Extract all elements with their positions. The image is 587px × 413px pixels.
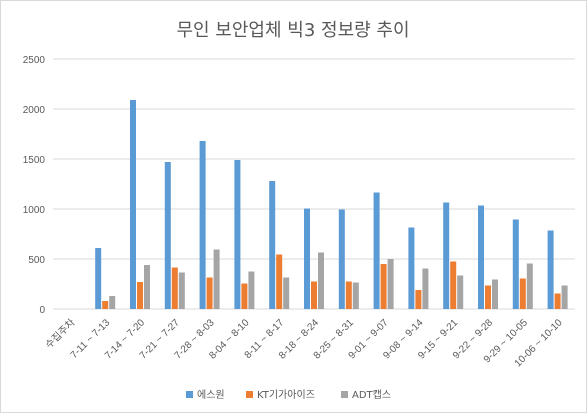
legend-swatch-1 (186, 391, 193, 398)
bar-series-1 (443, 202, 450, 309)
bar-series-1 (130, 100, 136, 309)
bar-series-3 (526, 263, 533, 309)
bar-series-3 (144, 265, 150, 309)
legend-label-2: KT기가아이즈 (257, 389, 315, 401)
y-tick-label: 2500 (23, 55, 46, 66)
bar-series-1 (408, 227, 415, 309)
bar-series-2 (311, 281, 317, 309)
bar-series-3 (457, 275, 464, 309)
bar-series-2 (102, 301, 109, 309)
bar-series-1 (269, 181, 276, 309)
legend-swatch-2 (246, 391, 253, 398)
legend: 에스원 KT기가아이즈 ADT캡스 (186, 389, 391, 401)
bar-series-3 (561, 285, 568, 309)
bar-series-1 (199, 141, 206, 309)
bar-series-1 (478, 205, 484, 309)
bar-series-2 (380, 264, 387, 309)
bar-series-3 (352, 282, 359, 309)
y-axis: 0 500 1000 1500 2000 2500 (23, 55, 46, 316)
bar-series-3 (422, 268, 429, 309)
legend-label-3: ADT캡스 (352, 389, 391, 401)
bar-series-3 (492, 279, 498, 309)
x-tick-label: 수집주차 (43, 317, 78, 352)
chart-title: 무인 보안업체 빅3 정보량 추이 (176, 20, 409, 41)
bar-series-1 (164, 162, 171, 309)
bar-series-2 (206, 277, 213, 309)
y-tick-label: 0 (39, 305, 45, 316)
bar-series-3 (248, 271, 255, 309)
bars (95, 100, 568, 309)
bar-series-2 (345, 281, 352, 309)
bar-series-3 (283, 277, 290, 309)
bar-series-1 (338, 209, 345, 309)
legend-swatch-3 (341, 391, 348, 398)
bar-series-2 (415, 290, 422, 309)
bar-series-2 (276, 254, 283, 309)
bar-series-3 (213, 249, 220, 309)
bar-series-1 (512, 219, 519, 309)
bar-series-2 (241, 283, 248, 309)
bar-series-1 (95, 248, 102, 309)
y-tick-label: 1500 (23, 155, 46, 166)
bar-series-2 (137, 282, 143, 309)
bar-series-3 (387, 259, 394, 309)
y-tick-label: 1000 (23, 205, 46, 216)
bar-series-2 (554, 293, 561, 309)
bar-series-1 (304, 208, 310, 309)
bar-series-2 (519, 278, 526, 309)
bar-series-3 (318, 252, 324, 309)
bar-series-3 (178, 272, 185, 309)
bar-series-2 (171, 267, 178, 309)
bar-series-1 (373, 192, 380, 309)
bar-series-1 (234, 160, 241, 309)
bar-series-3 (109, 296, 116, 309)
bar-series-2 (485, 285, 491, 309)
bar-series-2 (450, 261, 457, 309)
bar-series-1 (547, 230, 554, 309)
y-tick-label: 500 (28, 255, 45, 266)
legend-label-1: 에스원 (197, 389, 225, 401)
y-tick-label: 2000 (23, 105, 46, 116)
